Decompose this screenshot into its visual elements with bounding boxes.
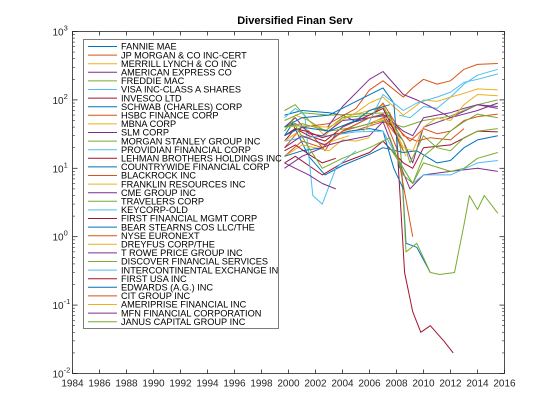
legend-label: MORGAN STANLEY GROUP INC bbox=[121, 136, 261, 146]
series-line-32 bbox=[284, 120, 498, 184]
legend-label: MBNA CORP bbox=[121, 119, 176, 129]
x-tick-label: 2014 bbox=[466, 379, 489, 390]
legend-label: EDWARDS (A.G.) INC bbox=[121, 283, 213, 293]
plot-lines bbox=[284, 63, 499, 354]
y-tick-label: 10-1 bbox=[53, 297, 71, 312]
x-tick-label: 1984 bbox=[61, 379, 84, 390]
legend-label: JP MORGAN & CO INC-CERT bbox=[121, 50, 247, 60]
legend-label: CME GROUP INC bbox=[121, 188, 196, 198]
x-tick-label: 1992 bbox=[169, 379, 192, 390]
legend-label: FRANKLIN RESOURCES INC bbox=[121, 179, 246, 189]
x-tick-label: 2006 bbox=[358, 379, 381, 390]
series-line-16 bbox=[284, 88, 498, 128]
chart-title: Diversified Finan Serv bbox=[237, 15, 353, 27]
legend-label: PROVIDIAN FINANCIAL CORP bbox=[121, 145, 251, 155]
series-line-17 bbox=[327, 71, 498, 128]
series-line-20 bbox=[284, 144, 336, 164]
legend-label: T ROWE PRICE GROUP INC bbox=[121, 248, 243, 258]
series-line-11 bbox=[284, 104, 498, 164]
legend-label: VISA INC-CLASS A SHARES bbox=[121, 85, 241, 95]
legend-label: AMERICAN EXPRESS CO bbox=[121, 68, 232, 78]
legend-label: SCHWAB (CHARLES) CORP bbox=[121, 102, 242, 112]
x-tick-label: 2002 bbox=[304, 379, 327, 390]
y-tick-label: 10-2 bbox=[53, 366, 71, 381]
legend-label: BLACKROCK INC bbox=[121, 171, 196, 181]
x-tick-label: 2010 bbox=[412, 379, 435, 390]
legend-label: AMERIPRISE FINANCIAL INC bbox=[121, 300, 247, 310]
series-line-4 bbox=[284, 112, 499, 275]
legend-label: FANNIE MAE bbox=[121, 42, 177, 52]
series-line-31 bbox=[284, 162, 336, 190]
y-tick-label: 100 bbox=[53, 229, 68, 244]
x-tick-label: 2012 bbox=[439, 379, 462, 390]
series-line-27 bbox=[284, 128, 336, 139]
legend-label: COUNTRYWIDE FINANCIAL CORP bbox=[121, 162, 270, 172]
legend-label: SLM CORP bbox=[121, 128, 169, 138]
series-line-9 bbox=[284, 137, 370, 157]
legend-label: FIRST FINANCIAL MGMT CORP bbox=[121, 214, 257, 224]
x-tick-label: 2016 bbox=[493, 379, 516, 390]
legend-label: HSBC FINANCE CORP bbox=[121, 111, 219, 121]
series-line-26 bbox=[366, 73, 498, 128]
x-tick-label: 2004 bbox=[331, 379, 354, 390]
y-tick-label: 101 bbox=[53, 160, 68, 175]
series-line-30 bbox=[362, 94, 498, 152]
legend-label: DREYFUS CORP/THE bbox=[121, 240, 215, 250]
legend-label: TRAVELERS CORP bbox=[121, 197, 204, 207]
legend-label: CIT GROUP INC bbox=[121, 291, 190, 301]
axis-ticks: 1984 1986 1988 1990 1992 1994 1996 1998 2000 2002… bbox=[53, 24, 517, 390]
legend-label: MFN FINANCIAL CORPORATION bbox=[121, 308, 261, 318]
x-tick-label: 1996 bbox=[223, 379, 246, 390]
series-line-5 bbox=[399, 68, 498, 119]
x-tick-label: 1988 bbox=[115, 379, 138, 390]
legend-label: BEAR STEARNS COS LLC/THE bbox=[121, 222, 255, 232]
legend-label: INVESCO LTD bbox=[121, 93, 182, 103]
legend-label: NYSE EURONEXT bbox=[121, 231, 200, 241]
legend-label: FIRST USA INC bbox=[121, 274, 187, 284]
legend-label: KEYCORP-OLD bbox=[121, 205, 188, 215]
y-tick-label: 102 bbox=[53, 92, 68, 107]
legend-label: JANUS CAPITAL GROUP INC bbox=[121, 317, 246, 327]
series-line-15 bbox=[284, 63, 498, 149]
series-line-14 bbox=[284, 128, 404, 190]
series-line-25 bbox=[389, 113, 498, 184]
legend-label: LEHMAN BROTHERS HOLDINGS INC bbox=[121, 154, 282, 164]
legend-label: FREDDIE MAC bbox=[121, 76, 185, 86]
series-line-28 bbox=[284, 104, 390, 137]
x-tick-label: 1990 bbox=[142, 379, 165, 390]
x-tick-label: 2000 bbox=[277, 379, 300, 390]
x-tick-label: 1998 bbox=[250, 379, 273, 390]
legend-label: INTERCONTINENTAL EXCHANGE IN bbox=[121, 265, 278, 275]
series-line-12 bbox=[284, 107, 357, 205]
x-tick-label: 1994 bbox=[196, 379, 219, 390]
legend-label: DISCOVER FINANCIAL SERVICES bbox=[121, 257, 268, 267]
series-line-18 bbox=[284, 99, 498, 132]
y-tick-label: 103 bbox=[53, 24, 68, 39]
x-tick-label: 2008 bbox=[385, 379, 408, 390]
x-tick-label: 1986 bbox=[88, 379, 111, 390]
legend-label: MERRILL LYNCH & CO INC bbox=[121, 59, 237, 69]
